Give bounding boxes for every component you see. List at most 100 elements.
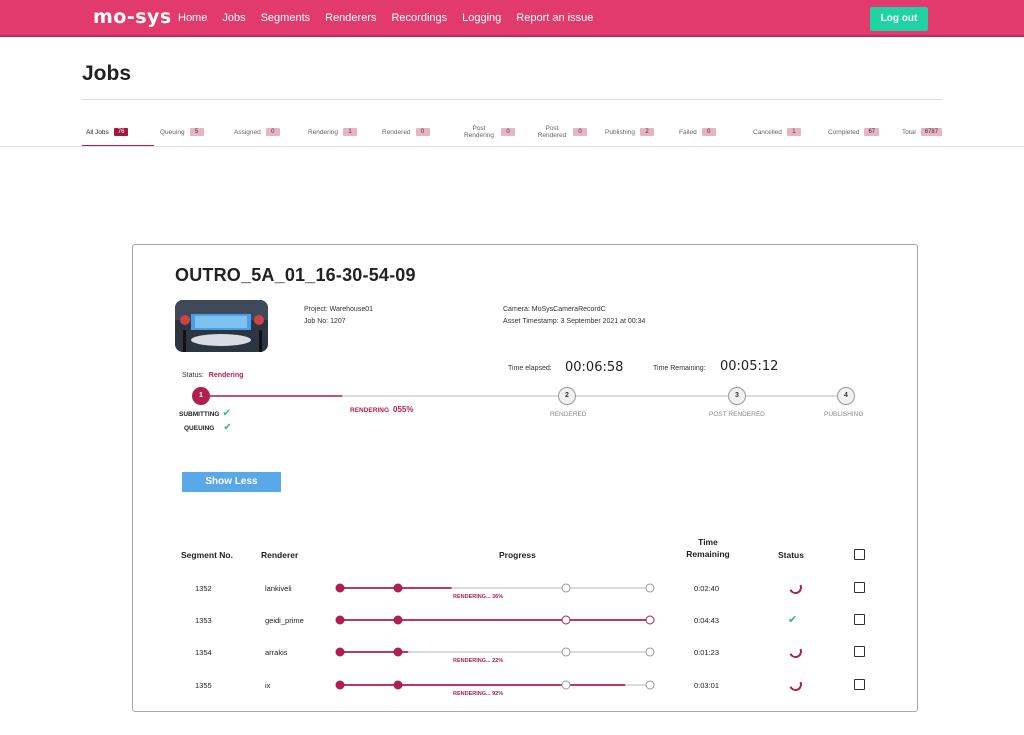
progress-node [561,615,571,625]
tab-label: Total [902,128,916,136]
time-header-line1: Time [698,537,718,547]
submitting-status: SUBMITTING ✔ [179,408,231,419]
project-text: Project: Warehouse01 [304,306,373,313]
tab-count-badge: 76 [113,128,129,136]
status-spinner-icon [787,643,804,660]
progress-node [393,583,403,593]
nav-links: Home Jobs Segments Renderers Recordings … [178,12,608,24]
tab-label: Publishing [605,128,635,136]
progress-label: RENDERING... 22% [453,658,504,664]
time-elapsed-value: 00:06:58 [565,360,624,375]
check-icon: ✔ [223,422,232,433]
tab-post-rendered[interactable]: Post Rendered 0 [536,120,587,144]
tab-completed[interactable]: Completed 67 [828,120,880,144]
tab-label: Post Rendering [464,125,494,139]
tab-count-badge: 0 [701,128,716,136]
logout-button[interactable]: Log out [870,7,928,31]
segment-number: 1353 [195,616,212,625]
progress-node [335,615,345,625]
camera-text: Camera: MoSysCameraRecordC [503,306,606,313]
progress-label: RENDERING... 36% [453,594,504,600]
tab-post-rendering[interactable]: Post Rendering 0 [462,120,515,144]
nav-logging[interactable]: Logging [462,12,502,24]
tab-label: Assigned [234,128,261,136]
tab-count-badge: 0 [415,128,430,136]
nav-segments[interactable]: Segments [260,12,311,24]
col-time-remaining-header: Time Remaining [683,536,733,560]
time-header-line2: Remaining [686,549,730,559]
col-segment-header: Segment No. [181,550,233,560]
segment-time-remaining: 0:02:40 [694,584,720,593]
renderer-name: lankiveli [265,584,292,593]
check-icon: ✔ [222,408,231,419]
tab-label: Completed [828,128,860,136]
progress-node [561,647,571,657]
col-progress-header: Progress [499,550,536,560]
status-label: Status: [182,372,204,379]
time-remaining-value: 00:05:12 [720,359,779,374]
mo-sys-logo[interactable]: mo-sys [93,6,172,28]
job-meta-left: Project: Warehouse01 Job No: 1207 [304,304,373,328]
segment-progress-bar [335,615,655,625]
top-navbar: mo-sys Home Jobs Segments Renderers Reco… [0,0,1024,37]
renderer-name: arrakis [265,648,288,657]
tab-label: Post Rendered [537,125,567,139]
renderer-name: geidi_prime [265,616,304,625]
progress-node [393,647,403,657]
step-rendering-label: RENDERING 055% [350,405,413,414]
tab-all-jobs[interactable]: All Jobs 76 [86,120,129,144]
job-number-text: Job No: 1207 [304,318,346,325]
status-spinner-icon [787,579,804,596]
tab-failed[interactable]: Failed 0 [679,120,716,144]
row-select-checkbox[interactable] [854,614,865,625]
nav-home[interactable]: Home [178,12,208,24]
step-rendered-label: RENDERED [550,411,587,418]
nav-recordings[interactable]: Recordings [391,12,448,24]
tab-count-badge: 0 [501,128,515,136]
step-3-circle: 3 [728,387,746,405]
title-divider [82,99,942,100]
asset-timestamp-text: Asset Timestamp: 3 September 2021 at 00:… [503,318,646,325]
tab-rendering[interactable]: Rendering 1 [308,120,357,144]
progress-node [393,680,403,690]
tab-publishing[interactable]: Publishing 2 [605,120,654,144]
segment-progress-bar [335,680,655,690]
progress-node [645,680,655,690]
tab-label: Cancelled [753,128,782,136]
step-2-circle: 2 [558,387,576,405]
nav-renderers[interactable]: Renderers [325,12,377,24]
segment-number: 1352 [195,584,212,593]
step-4-circle: 4 [837,387,855,405]
job-title: OUTRO_5A_01_16-30-54-09 [175,265,416,285]
status-done-icon: ✔ [788,614,798,626]
progress-node [645,647,655,657]
tab-total[interactable]: Total 6787 [902,120,943,144]
time-remaining-label: Time Remaining: [653,365,706,372]
nav-report-issue[interactable]: Report an issue [516,12,594,24]
job-meta-right: Camera: MoSysCameraRecordC Asset Timesta… [503,304,645,328]
row-select-checkbox[interactable] [854,582,865,593]
row-select-checkbox[interactable] [854,679,865,690]
nav-jobs[interactable]: Jobs [222,12,246,24]
tab-count-badge: 1 [786,128,801,136]
select-all-checkbox[interactable] [854,549,865,560]
tab-label: All Jobs [86,128,109,136]
tab-queuing[interactable]: Queuing 5 [160,120,204,144]
row-select-checkbox[interactable] [854,646,865,657]
tab-count-badge: 2 [640,128,654,136]
progress-node [645,615,655,625]
tab-assigned[interactable]: Assigned 0 [234,120,280,144]
show-less-button[interactable]: Show Less [182,472,281,492]
tab-label: Rendered [382,128,411,136]
segment-time-remaining: 0:03:01 [694,681,720,690]
step-rendering-percent: 055% [393,405,414,414]
step-post-rendered-label: POST RENDERED [709,411,765,418]
tab-rendered[interactable]: Rendered 0 [382,120,430,144]
segment-progress-bar [335,583,655,593]
status-value: Rendering [208,372,244,379]
step-1-circle: 1 [192,387,210,405]
segment-number: 1355 [195,681,212,690]
tab-cancelled[interactable]: Cancelled 1 [753,120,801,144]
progress-label: RENDERING... 92% [453,691,504,697]
tab-count-badge: 0 [573,128,587,136]
